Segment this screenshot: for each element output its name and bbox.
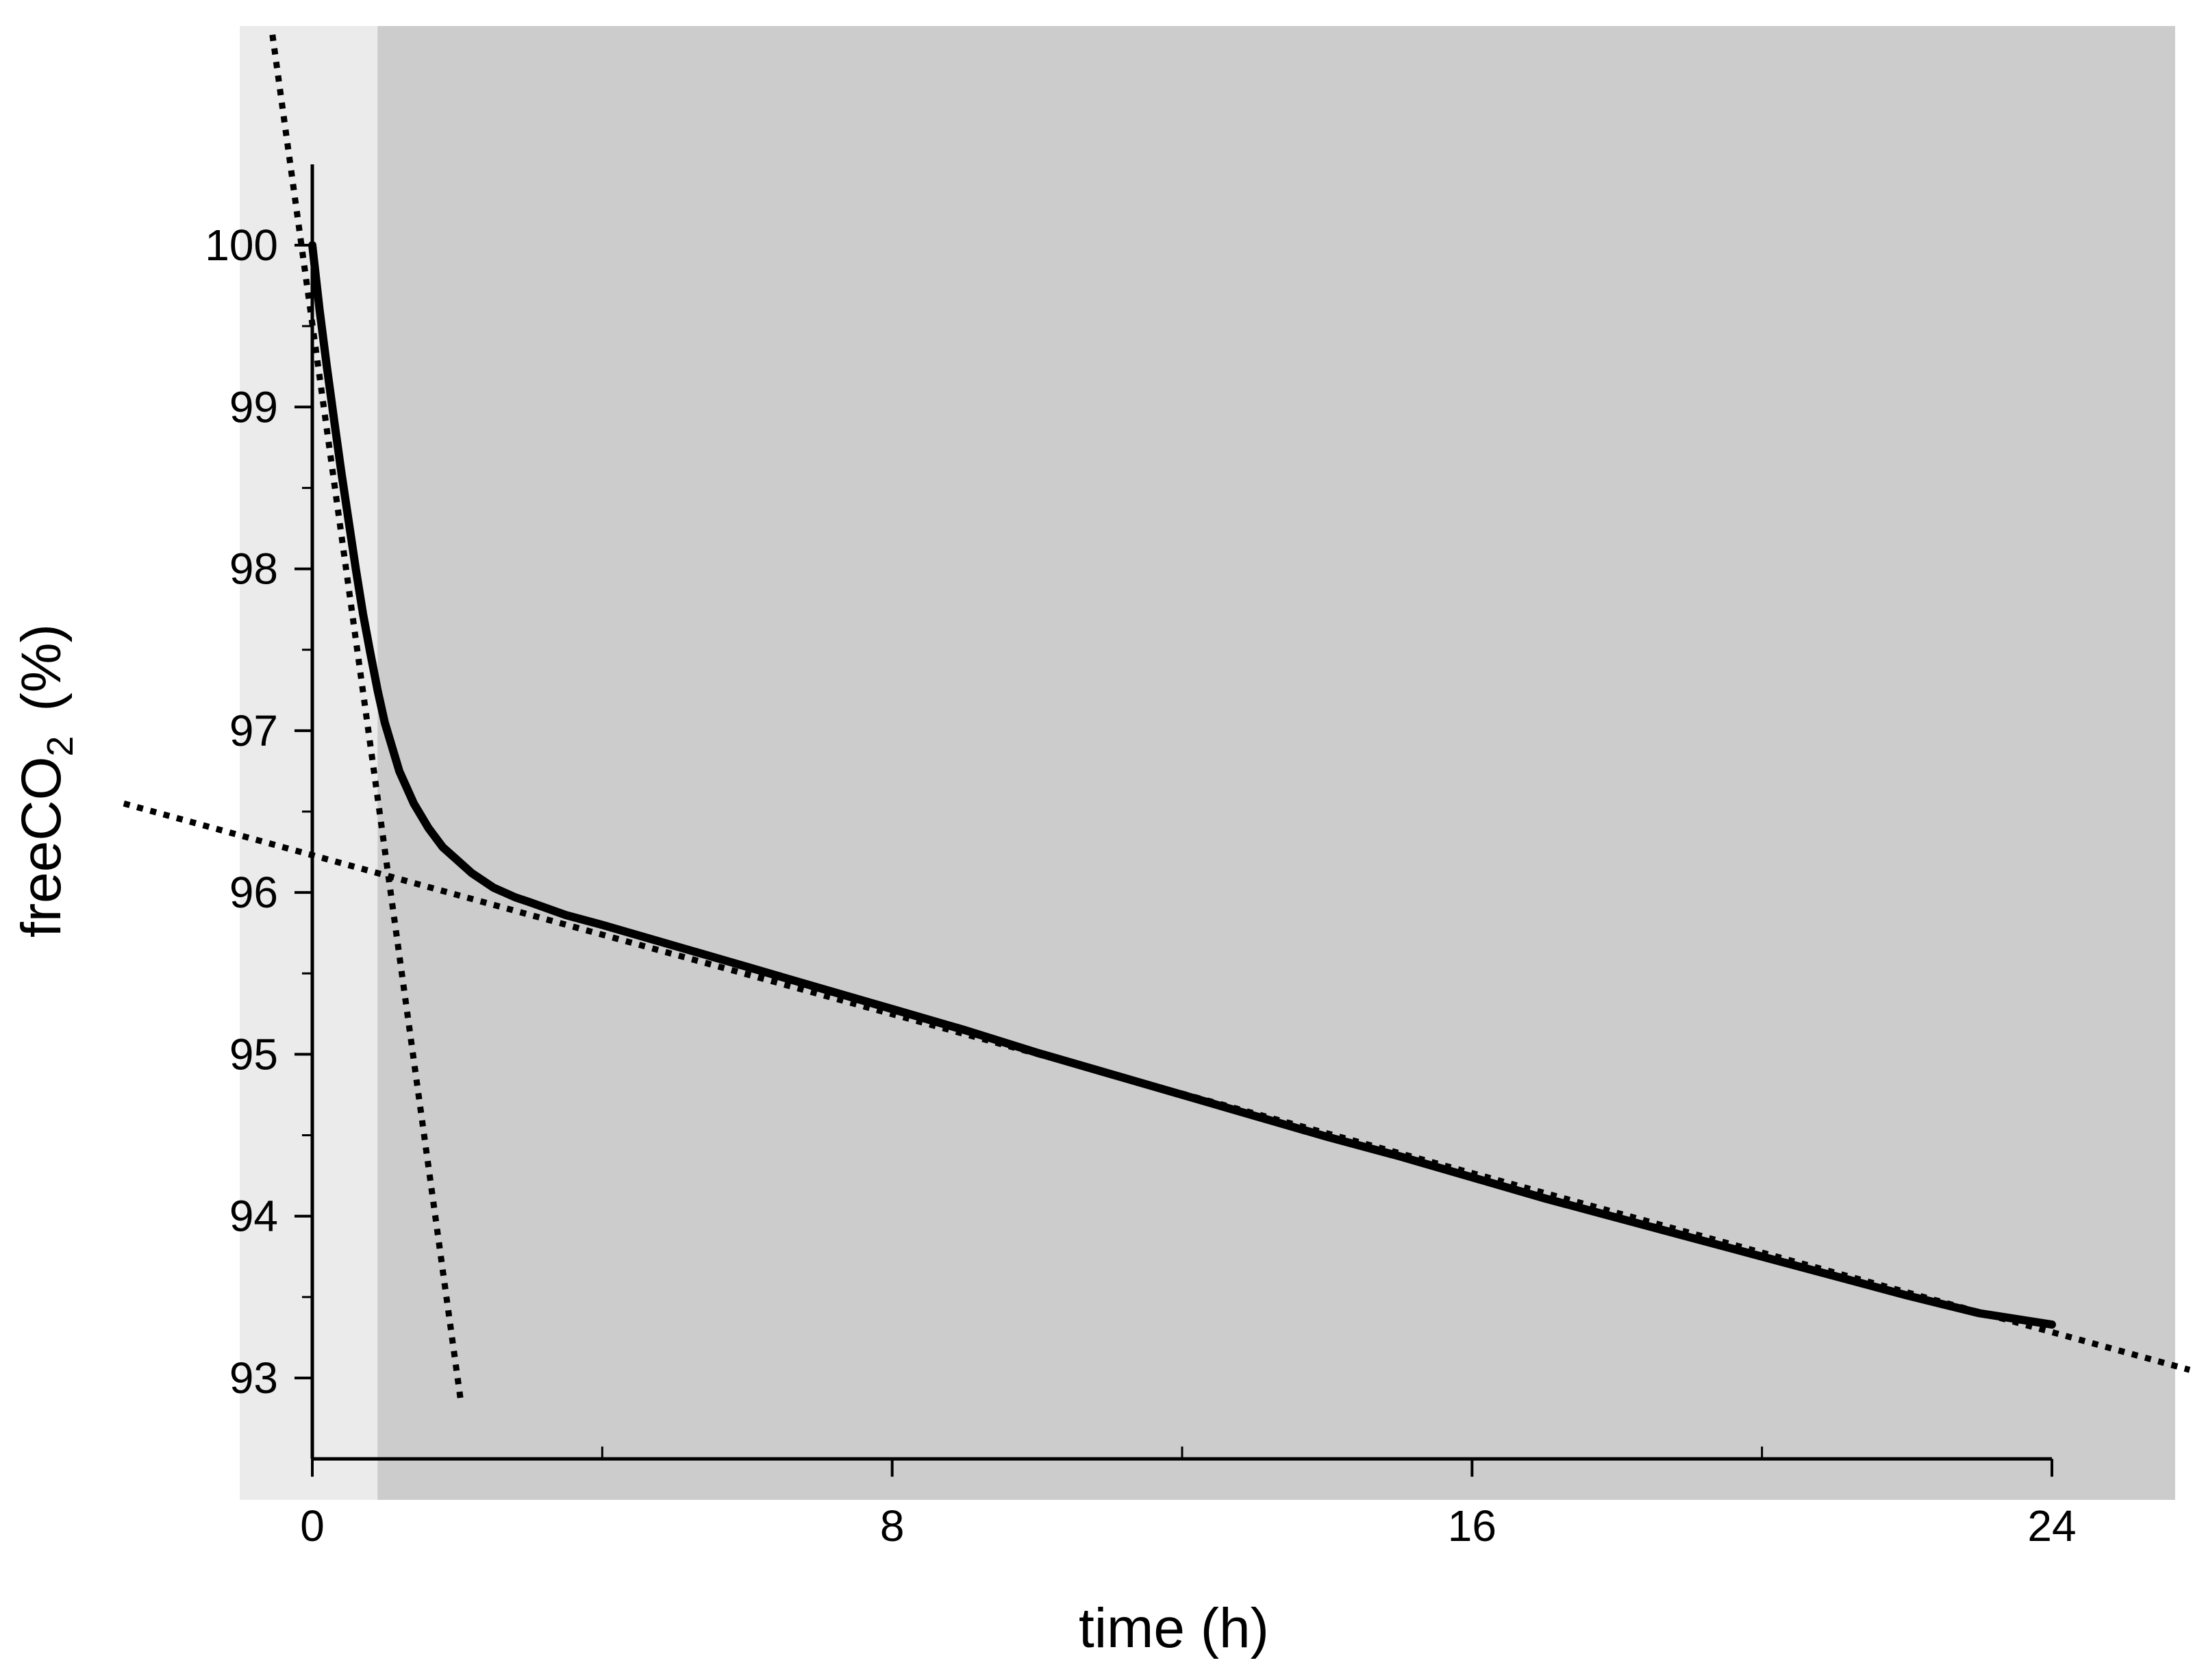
- y-tick-label: 95: [229, 1029, 278, 1079]
- x-tick-label: 24: [2027, 1501, 2076, 1551]
- y-axis-title: freeCO2(%): [10, 624, 81, 938]
- fit-line-1: [269, 34, 464, 1403]
- x-tick-label: 0: [300, 1501, 325, 1551]
- y-tick-label: 96: [229, 868, 278, 917]
- shaded-region-1: [377, 26, 2175, 1500]
- y-tick-label: 94: [229, 1192, 278, 1241]
- shaded-regions: [240, 26, 2175, 1500]
- y-tick-label: 97: [229, 706, 278, 755]
- fit-line-2: [123, 800, 2191, 1373]
- x-tick-label: 16: [1448, 1501, 1496, 1551]
- y-tick-label: 100: [205, 221, 278, 270]
- y-tick-label: 93: [229, 1353, 278, 1403]
- x-axis-title: time (h): [1079, 1597, 1269, 1659]
- data-line: [308, 241, 2056, 1329]
- tick-labels: 93 94 95 96 97 98 99 100 0 8 16 24: [205, 221, 2076, 1551]
- y-tick-label: 99: [229, 382, 278, 431]
- x-tick-label: 8: [880, 1501, 905, 1551]
- series-group: [123, 34, 2191, 1403]
- y-tick-label: 98: [229, 544, 278, 594]
- shaded-region-0: [240, 26, 378, 1500]
